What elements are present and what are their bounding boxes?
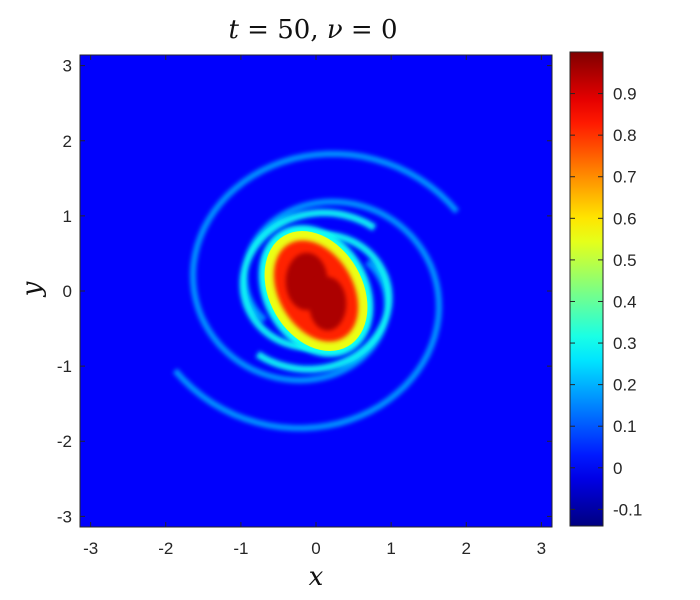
colorbar-tick-label: 0 bbox=[613, 459, 622, 478]
core-peak-2 bbox=[309, 276, 347, 331]
y-tick-label: -3 bbox=[57, 507, 72, 526]
x-tick-label: 1 bbox=[386, 539, 395, 558]
heatmap-plot bbox=[80, 55, 552, 527]
x-tick-label: -1 bbox=[233, 539, 248, 558]
colorbar-tick-label: 0.2 bbox=[613, 376, 637, 395]
x-axis: -3 -2 -1 0 1 2 3 bbox=[83, 55, 546, 558]
y-axis-label: y bbox=[17, 281, 47, 297]
x-tick-label: 3 bbox=[537, 539, 546, 558]
colorbar-tick-label: 0.3 bbox=[613, 334, 637, 353]
colorbar-tick-label: 0.4 bbox=[613, 292, 637, 311]
y-tick-label: 1 bbox=[63, 207, 72, 226]
x-axis-label: x bbox=[309, 562, 324, 592]
spiral-arms bbox=[172, 150, 460, 432]
y-tick-label: -2 bbox=[57, 432, 72, 451]
y-tick-label: 2 bbox=[63, 132, 72, 151]
x-tick-label: -3 bbox=[83, 539, 98, 558]
colorbar-tick-label: 0.1 bbox=[613, 417, 637, 436]
y-axis: -3 -2 -1 0 1 2 3 bbox=[57, 57, 552, 526]
x-tick-label: 0 bbox=[311, 539, 320, 558]
y-tick-label: -1 bbox=[57, 357, 72, 376]
colorbar-tick-label: 0.5 bbox=[613, 251, 637, 270]
colorbar bbox=[569, 51, 604, 527]
chart-title: t = 50, ν = 0 bbox=[228, 15, 397, 45]
x-tick-label: 2 bbox=[462, 539, 471, 558]
y-tick-label: 3 bbox=[63, 57, 72, 76]
colorbar-tick-label: -0.1 bbox=[613, 500, 642, 519]
vortex-core bbox=[258, 225, 374, 357]
y-tick-label: 0 bbox=[63, 282, 72, 301]
colorbar-tick-label: 0.8 bbox=[613, 126, 637, 145]
colorbar-tick-label: 0.6 bbox=[613, 209, 637, 228]
colorbar-tick-label: 0.7 bbox=[613, 168, 637, 187]
x-tick-label: -2 bbox=[158, 539, 173, 558]
colorbar-tick-label: 0.9 bbox=[613, 85, 637, 104]
colorbar-ticks: -0.1 0 0.1 0.2 0.3 0.4 0.5 0.6 0.7 0.8 0.9 bbox=[570, 85, 642, 519]
